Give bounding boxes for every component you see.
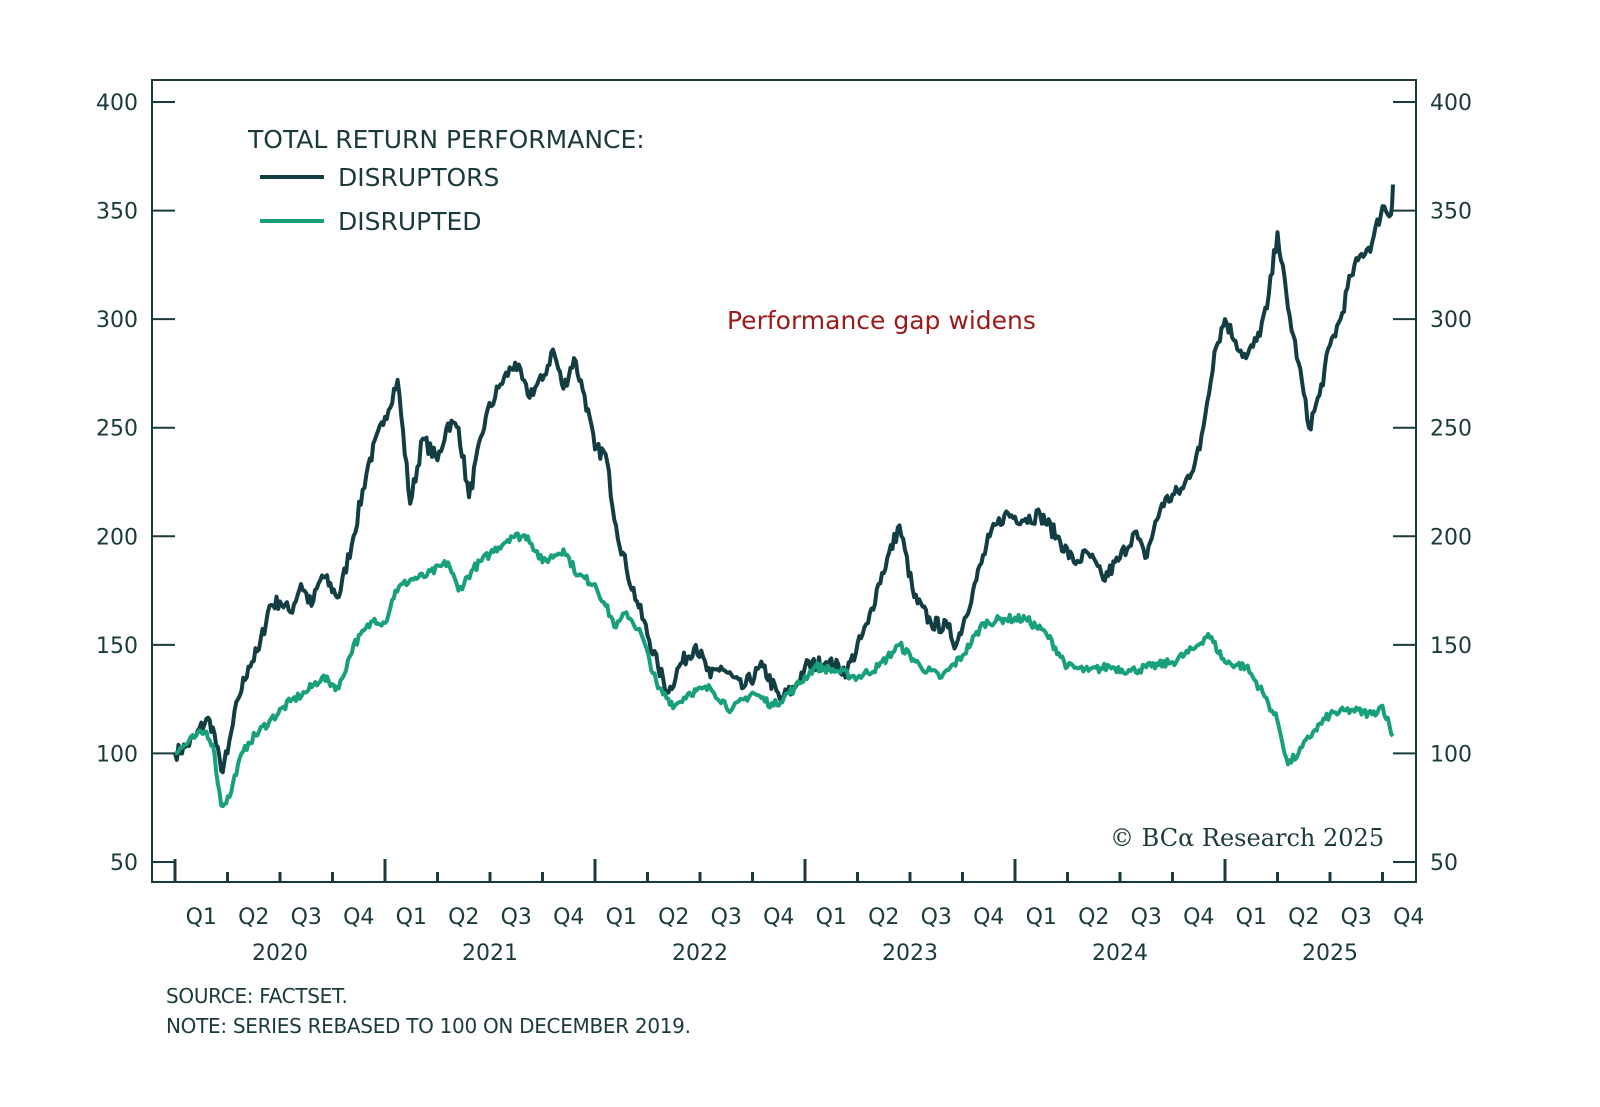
copyright-text: © BCα Research 2025 [1110, 824, 1384, 852]
y-tick-label-right: 50 [1430, 851, 1458, 876]
x-quarter-label: Q1 [1236, 905, 1267, 930]
x-quarter-label: Q4 [1393, 905, 1424, 930]
x-quarter-label: Q2 [868, 905, 899, 930]
y-axis-left: 50 100 150 200 250 300 350 400 [96, 91, 175, 876]
y-tick-label-left: 250 [96, 417, 138, 442]
x-quarter-label: Q4 [1183, 905, 1214, 930]
legend-title: TOTAL RETURN PERFORMANCE: [247, 125, 645, 154]
x-quarter-label: Q3 [501, 905, 532, 930]
x-year-label: 2021 [462, 941, 518, 966]
x-year-label: 2025 [1302, 941, 1358, 966]
rebase-note: NOTE: SERIES REBASED TO 100 ON DECEMBER … [166, 1014, 691, 1038]
x-quarter-label: Q1 [1026, 905, 1057, 930]
x-year-label: 2023 [882, 941, 938, 966]
y-tick-label-right: 300 [1430, 308, 1472, 333]
y-tick-label-left: 400 [96, 91, 138, 116]
y-tick-label-right: 350 [1430, 200, 1472, 225]
y-tick-label-left: 350 [96, 200, 138, 225]
x-quarter-label: Q2 [1078, 905, 1109, 930]
x-quarter-label: Q1 [606, 905, 637, 930]
x-year-label: 2024 [1092, 941, 1148, 966]
x-quarter-label: Q3 [1131, 905, 1162, 930]
x-quarter-label: Q2 [238, 905, 269, 930]
x-quarter-label: Q2 [658, 905, 689, 930]
y-tick-label-left: 50 [110, 851, 138, 876]
y-axis-right: 50 100 150 200 250 300 350 400 [1393, 91, 1472, 876]
x-quarter-label: Q1 [816, 905, 847, 930]
x-quarter-label: Q1 [186, 905, 217, 930]
x-year-label: 2022 [672, 941, 728, 966]
x-quarter-label: Q4 [763, 905, 794, 930]
legend-label-disruptors: DISRUPTORS [338, 163, 499, 192]
series-line-disrupted [174, 531, 1395, 809]
x-year-label: 2020 [252, 941, 308, 966]
source-note: SOURCE: FACTSET. [166, 984, 348, 1008]
series-group [173, 184, 1395, 809]
plot-frame [151, 79, 1417, 883]
x-quarter-label: Q2 [1288, 905, 1319, 930]
x-quarter-label: Q3 [291, 905, 322, 930]
x-quarter-label: Q1 [396, 905, 427, 930]
annotation-text: Performance gap widens [727, 306, 1036, 335]
x-quarter-label: Q4 [343, 905, 374, 930]
x-quarter-label: Q3 [711, 905, 742, 930]
y-tick-label-left: 150 [96, 634, 138, 659]
y-tick-label-right: 150 [1430, 634, 1472, 659]
y-tick-label-right: 400 [1430, 91, 1472, 116]
x-quarter-label: Q2 [448, 905, 479, 930]
x-quarter-label: Q4 [973, 905, 1004, 930]
x-quarter-label: Q4 [553, 905, 584, 930]
y-tick-label-right: 250 [1430, 417, 1472, 442]
x-quarter-label: Q3 [1341, 905, 1372, 930]
y-tick-label-left: 100 [96, 742, 138, 767]
x-axis: Q1 Q2 Q3 Q4 Q1 Q2 Q3 Q4 Q1 Q2 Q3 Q4 Q1 Q2 Q3 Q4 Q1 Q2 Q3 Q4… [173, 859, 1424, 966]
y-tick-label-right: 200 [1430, 525, 1472, 550]
x-quarter-label: Q3 [921, 905, 952, 930]
legend-label-disrupted: DISRUPTED [338, 207, 482, 236]
y-tick-label-left: 300 [96, 308, 138, 333]
y-tick-label-right: 100 [1430, 742, 1472, 767]
series-line-disruptors [173, 184, 1395, 775]
y-tick-label-left: 200 [96, 525, 138, 550]
